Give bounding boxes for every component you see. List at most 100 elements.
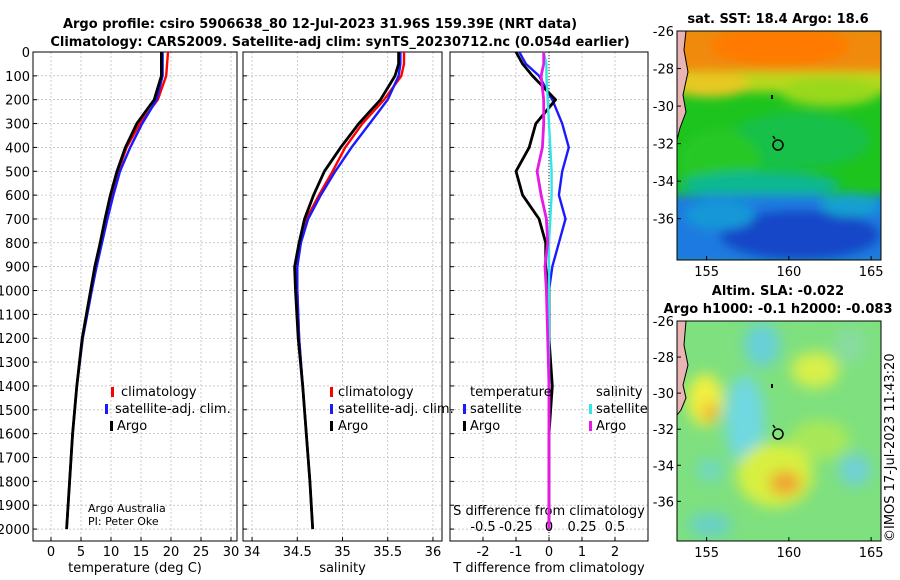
- panel-grid: [243, 51, 442, 541]
- panel-frame: [32, 51, 238, 542]
- legend-satellite-label: satellite-adj. clim.: [338, 402, 454, 417]
- series-line-s-argo: [535, 52, 551, 530]
- y-tick-label: 300: [5, 118, 30, 133]
- x-tick-label: 35: [334, 545, 351, 560]
- x-tick-label: 25: [193, 545, 210, 560]
- legend-climatology-label: climatology: [121, 385, 197, 400]
- x-tick-label: 0: [545, 545, 553, 560]
- top-x-tick-label: 0.5: [605, 520, 626, 535]
- y-tick-label: 1600: [0, 428, 30, 443]
- y-tick-label: 100: [5, 70, 30, 85]
- legend-s-argo-swatch: [589, 421, 592, 431]
- sst-map: sat. SST: 18.4 Argo: 18.6 155 1: [653, 12, 884, 280]
- map-y-tick-label: -36: [653, 495, 674, 510]
- x-tick-label: 5: [77, 545, 85, 560]
- legend-temperature-title: temperature: [470, 385, 552, 400]
- x-axis-label: temperature (deg C): [68, 561, 202, 576]
- argo-float-marker: [772, 139, 784, 151]
- y-tick-label: 1800: [0, 475, 30, 490]
- sla-map-axes: 155 160 165 -26 -28 -30 -32 -34 -36: [653, 315, 884, 561]
- top-x-tick-label: -0.25: [499, 520, 533, 535]
- y-tick-label: 1900: [0, 499, 30, 514]
- map-y-tick-label: -26: [653, 315, 674, 330]
- credit-line2: PI: Peter Oke: [88, 515, 159, 528]
- legend-climatology-label: climatology: [338, 385, 414, 400]
- imos-timestamp: ©IMOS 17-Jul-2023 11:43:20: [883, 353, 898, 542]
- y-tick-label: 0: [22, 46, 30, 61]
- argo-float-marker: [772, 428, 784, 440]
- legend-climatology-swatch: [330, 387, 333, 397]
- top-x-tick-label: -0.5: [470, 520, 495, 535]
- map-x-tick-label: 165: [859, 265, 884, 280]
- legend-salinity-title: salinity: [596, 385, 643, 400]
- panel-temperature: 0 5 10 15 20 25 30 temperature (deg C) 0 100 200 30…: [0, 46, 239, 576]
- x-tick-label: 0: [47, 545, 55, 560]
- map-y-tick-label: -26: [653, 25, 674, 40]
- x-tick-label: 20: [163, 545, 180, 560]
- map-y-tick-label: -34: [653, 175, 674, 190]
- x-tick-label: 2: [611, 545, 619, 560]
- legend-argo-swatch: [110, 421, 113, 431]
- x-axis-label: salinity: [319, 561, 366, 576]
- legend-t-satellite-swatch: [463, 404, 466, 414]
- y-tick-label: 900: [5, 261, 30, 276]
- sla-map-title-line1: Altim. SLA: -0.022: [712, 284, 844, 299]
- y-tick-label: 1100: [0, 308, 30, 323]
- legend-argo-label: Argo: [117, 419, 147, 434]
- argo-previous-mark: [771, 95, 773, 99]
- map-x-tick-label: 165: [859, 546, 884, 561]
- map-y-tick-label: -34: [653, 459, 674, 474]
- map-x-tick-label: 160: [776, 265, 801, 280]
- legend-t-satellite-label: satellite: [470, 402, 522, 417]
- map-y-tick-label: -30: [653, 100, 674, 115]
- panel-salinity: 34 34.5 35 35.5 36 salinity: [242, 51, 443, 576]
- x-tick-label: -2: [477, 545, 490, 560]
- legend-satellite-swatch: [105, 404, 108, 414]
- sst-map-frame: [676, 30, 882, 261]
- series-line-argo: [293, 52, 400, 530]
- temperature-legend: climatology satellite-adj. clim. Argo: [105, 385, 231, 434]
- x-tick-label: 36: [425, 545, 442, 560]
- map-y-tick-label: -28: [653, 351, 674, 366]
- map-y-tick-label: -30: [653, 387, 674, 402]
- map-x-tick-label: 155: [694, 265, 719, 280]
- x-tick-label: 30: [223, 545, 240, 560]
- y-tick-label: 700: [5, 213, 30, 228]
- legend-satellite-label: satellite-adj. clim.: [115, 402, 231, 417]
- salinity-legend: climatology satellite-adj. clim. Argo: [330, 385, 454, 434]
- map-y-tick-label: -32: [653, 423, 674, 438]
- top-x-tick-label: 0.25: [568, 520, 597, 535]
- legend-t-argo-swatch: [463, 421, 466, 431]
- y-tick-label: 200: [5, 94, 30, 109]
- y-tick-label: 600: [5, 189, 30, 204]
- x-tick-label: -1: [510, 545, 523, 560]
- x-tick-label: 34.5: [283, 545, 312, 560]
- argo-previous-mark: [771, 384, 773, 388]
- x-tick-label: 10: [103, 545, 120, 560]
- y-tick-label: 500: [5, 165, 30, 180]
- y-tick-label: 1400: [0, 380, 30, 395]
- legend-satellite-swatch: [330, 404, 333, 414]
- map-y-tick-label: -32: [653, 138, 674, 153]
- y-tick-label: 1700: [0, 452, 30, 467]
- y-tick-label: 1200: [0, 332, 30, 347]
- legend-t-argo-label: Argo: [470, 419, 500, 434]
- x-tick-label: 15: [133, 545, 150, 560]
- argo-track-mark: [772, 424, 776, 429]
- figure-title-line1: Argo profile: csiro 5906638_80 12-Jul-20…: [63, 17, 577, 32]
- y-tick-label: 400: [5, 141, 30, 156]
- y-tick-label: 2000: [0, 523, 30, 538]
- y-tick-label: 1500: [0, 404, 30, 419]
- x-tick-label: 34: [244, 545, 261, 560]
- y-tick-label: 1300: [0, 356, 30, 371]
- legend-argo-label: Argo: [338, 419, 368, 434]
- legend-climatology-swatch: [111, 387, 114, 397]
- legend-argo-swatch: [330, 421, 333, 431]
- y-tick-label: 1000: [0, 285, 30, 300]
- x-axis-label: T difference from climatology: [452, 561, 645, 576]
- sst-map-axes: 155 160 165 -26 -28 -30 -32 -34 -36: [653, 25, 884, 280]
- legend-s-satellite-label: satellite: [596, 402, 648, 417]
- sla-map-title-line2: Argo h1000: -0.1 h2000: -0.083: [663, 302, 892, 317]
